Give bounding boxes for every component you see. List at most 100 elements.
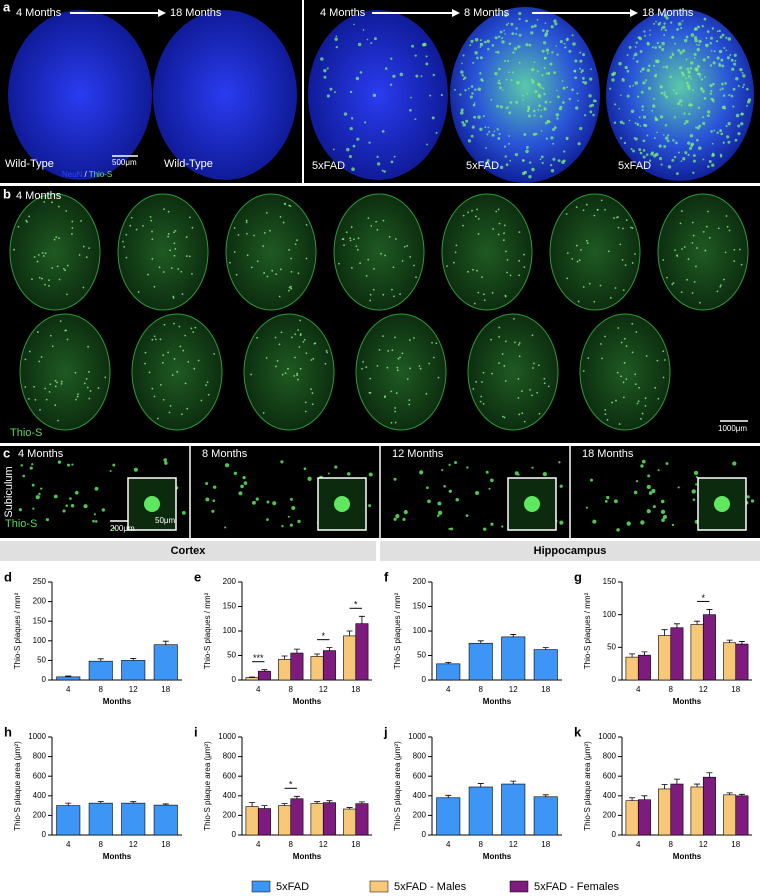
plaque bbox=[390, 421, 393, 424]
plaque bbox=[577, 142, 581, 146]
y-tick-label: 50 bbox=[37, 656, 46, 665]
plaque bbox=[496, 104, 500, 108]
plaque bbox=[620, 375, 622, 378]
plaque bbox=[482, 293, 485, 296]
plaque bbox=[477, 115, 481, 119]
panel-label: e bbox=[194, 569, 201, 584]
plaque bbox=[369, 293, 372, 296]
plaque bbox=[351, 167, 355, 172]
plaque bbox=[29, 466, 33, 470]
plaque bbox=[687, 86, 691, 91]
plaque bbox=[639, 50, 643, 53]
plaque bbox=[88, 370, 90, 373]
plaque bbox=[693, 470, 699, 476]
plaque bbox=[109, 470, 112, 473]
plaque bbox=[303, 338, 306, 341]
plaque bbox=[486, 159, 490, 163]
plaque bbox=[159, 383, 162, 386]
plaque bbox=[462, 214, 465, 217]
plaque bbox=[60, 382, 63, 385]
plaque bbox=[45, 518, 50, 522]
plaque bbox=[74, 490, 79, 495]
plaque bbox=[65, 210, 68, 212]
plaque bbox=[54, 379, 57, 382]
plaque bbox=[654, 152, 659, 157]
plaque bbox=[683, 112, 686, 115]
panel-a: a 4 Months 18 Months 4 Months 8 Months 1… bbox=[0, 0, 760, 183]
plaque bbox=[401, 260, 404, 262]
plaque bbox=[565, 213, 568, 215]
plaque bbox=[507, 22, 510, 25]
plaque bbox=[735, 113, 740, 118]
plaque bbox=[505, 23, 508, 26]
plaque bbox=[556, 53, 559, 56]
brain-slice bbox=[225, 193, 317, 311]
plaque bbox=[197, 359, 200, 362]
plaque bbox=[737, 124, 741, 128]
plaque bbox=[224, 463, 230, 468]
x-tick-label: 18 bbox=[351, 685, 360, 694]
plaque bbox=[631, 322, 634, 325]
plaque bbox=[369, 299, 372, 302]
plaque bbox=[189, 216, 191, 219]
plaque bbox=[544, 22, 547, 25]
plaque bbox=[490, 338, 492, 341]
bar bbox=[723, 794, 737, 836]
plaque bbox=[498, 362, 500, 365]
plaque bbox=[65, 329, 68, 332]
plaque bbox=[472, 388, 475, 390]
plaque bbox=[644, 34, 646, 37]
scale-label: 200μm bbox=[110, 524, 135, 533]
plaque bbox=[705, 225, 708, 228]
panel-b: b 4 Months Thio-S 1000μm bbox=[0, 186, 760, 443]
plaque bbox=[566, 86, 568, 89]
plaque bbox=[635, 41, 638, 44]
plaque bbox=[77, 393, 79, 396]
plaque bbox=[606, 418, 609, 421]
plaque bbox=[630, 226, 632, 229]
plaque bbox=[349, 237, 352, 240]
plaque bbox=[368, 141, 371, 144]
plaque bbox=[576, 260, 579, 263]
brain-slice bbox=[8, 10, 152, 180]
plaque bbox=[696, 138, 699, 142]
plaque bbox=[150, 219, 153, 222]
plaque bbox=[636, 122, 640, 126]
inset-plaque bbox=[524, 496, 540, 512]
plaque bbox=[240, 484, 244, 489]
plaque bbox=[702, 230, 705, 233]
plaque bbox=[17, 225, 20, 228]
error-bar bbox=[293, 648, 300, 654]
plaque bbox=[427, 499, 431, 504]
plaque bbox=[579, 51, 582, 54]
plaque bbox=[622, 227, 624, 230]
plaque bbox=[604, 499, 608, 503]
y-tick-label: 150 bbox=[223, 602, 237, 611]
plaque bbox=[212, 485, 217, 489]
plaque bbox=[575, 244, 578, 247]
plaque bbox=[536, 18, 539, 21]
plaque bbox=[479, 127, 483, 131]
plaque bbox=[190, 327, 193, 330]
plaque bbox=[661, 41, 665, 46]
plaque bbox=[125, 233, 128, 236]
plaque bbox=[437, 510, 443, 515]
legend-label: 5xFAD - Females bbox=[534, 881, 619, 893]
legend-swatch bbox=[251, 880, 271, 893]
plaque bbox=[408, 399, 411, 401]
plaque bbox=[538, 412, 541, 415]
plaque bbox=[638, 37, 643, 41]
plaque bbox=[394, 238, 397, 240]
plaque bbox=[504, 13, 508, 17]
plaque bbox=[343, 112, 348, 116]
plaque bbox=[66, 338, 69, 341]
plaque bbox=[637, 400, 640, 403]
plaque bbox=[153, 395, 156, 398]
plaque bbox=[508, 111, 512, 115]
plaque bbox=[48, 279, 50, 282]
genotype-label: Wild-Type bbox=[164, 158, 213, 170]
plaque bbox=[302, 340, 305, 343]
plaque bbox=[476, 56, 479, 60]
plaque bbox=[709, 83, 713, 88]
